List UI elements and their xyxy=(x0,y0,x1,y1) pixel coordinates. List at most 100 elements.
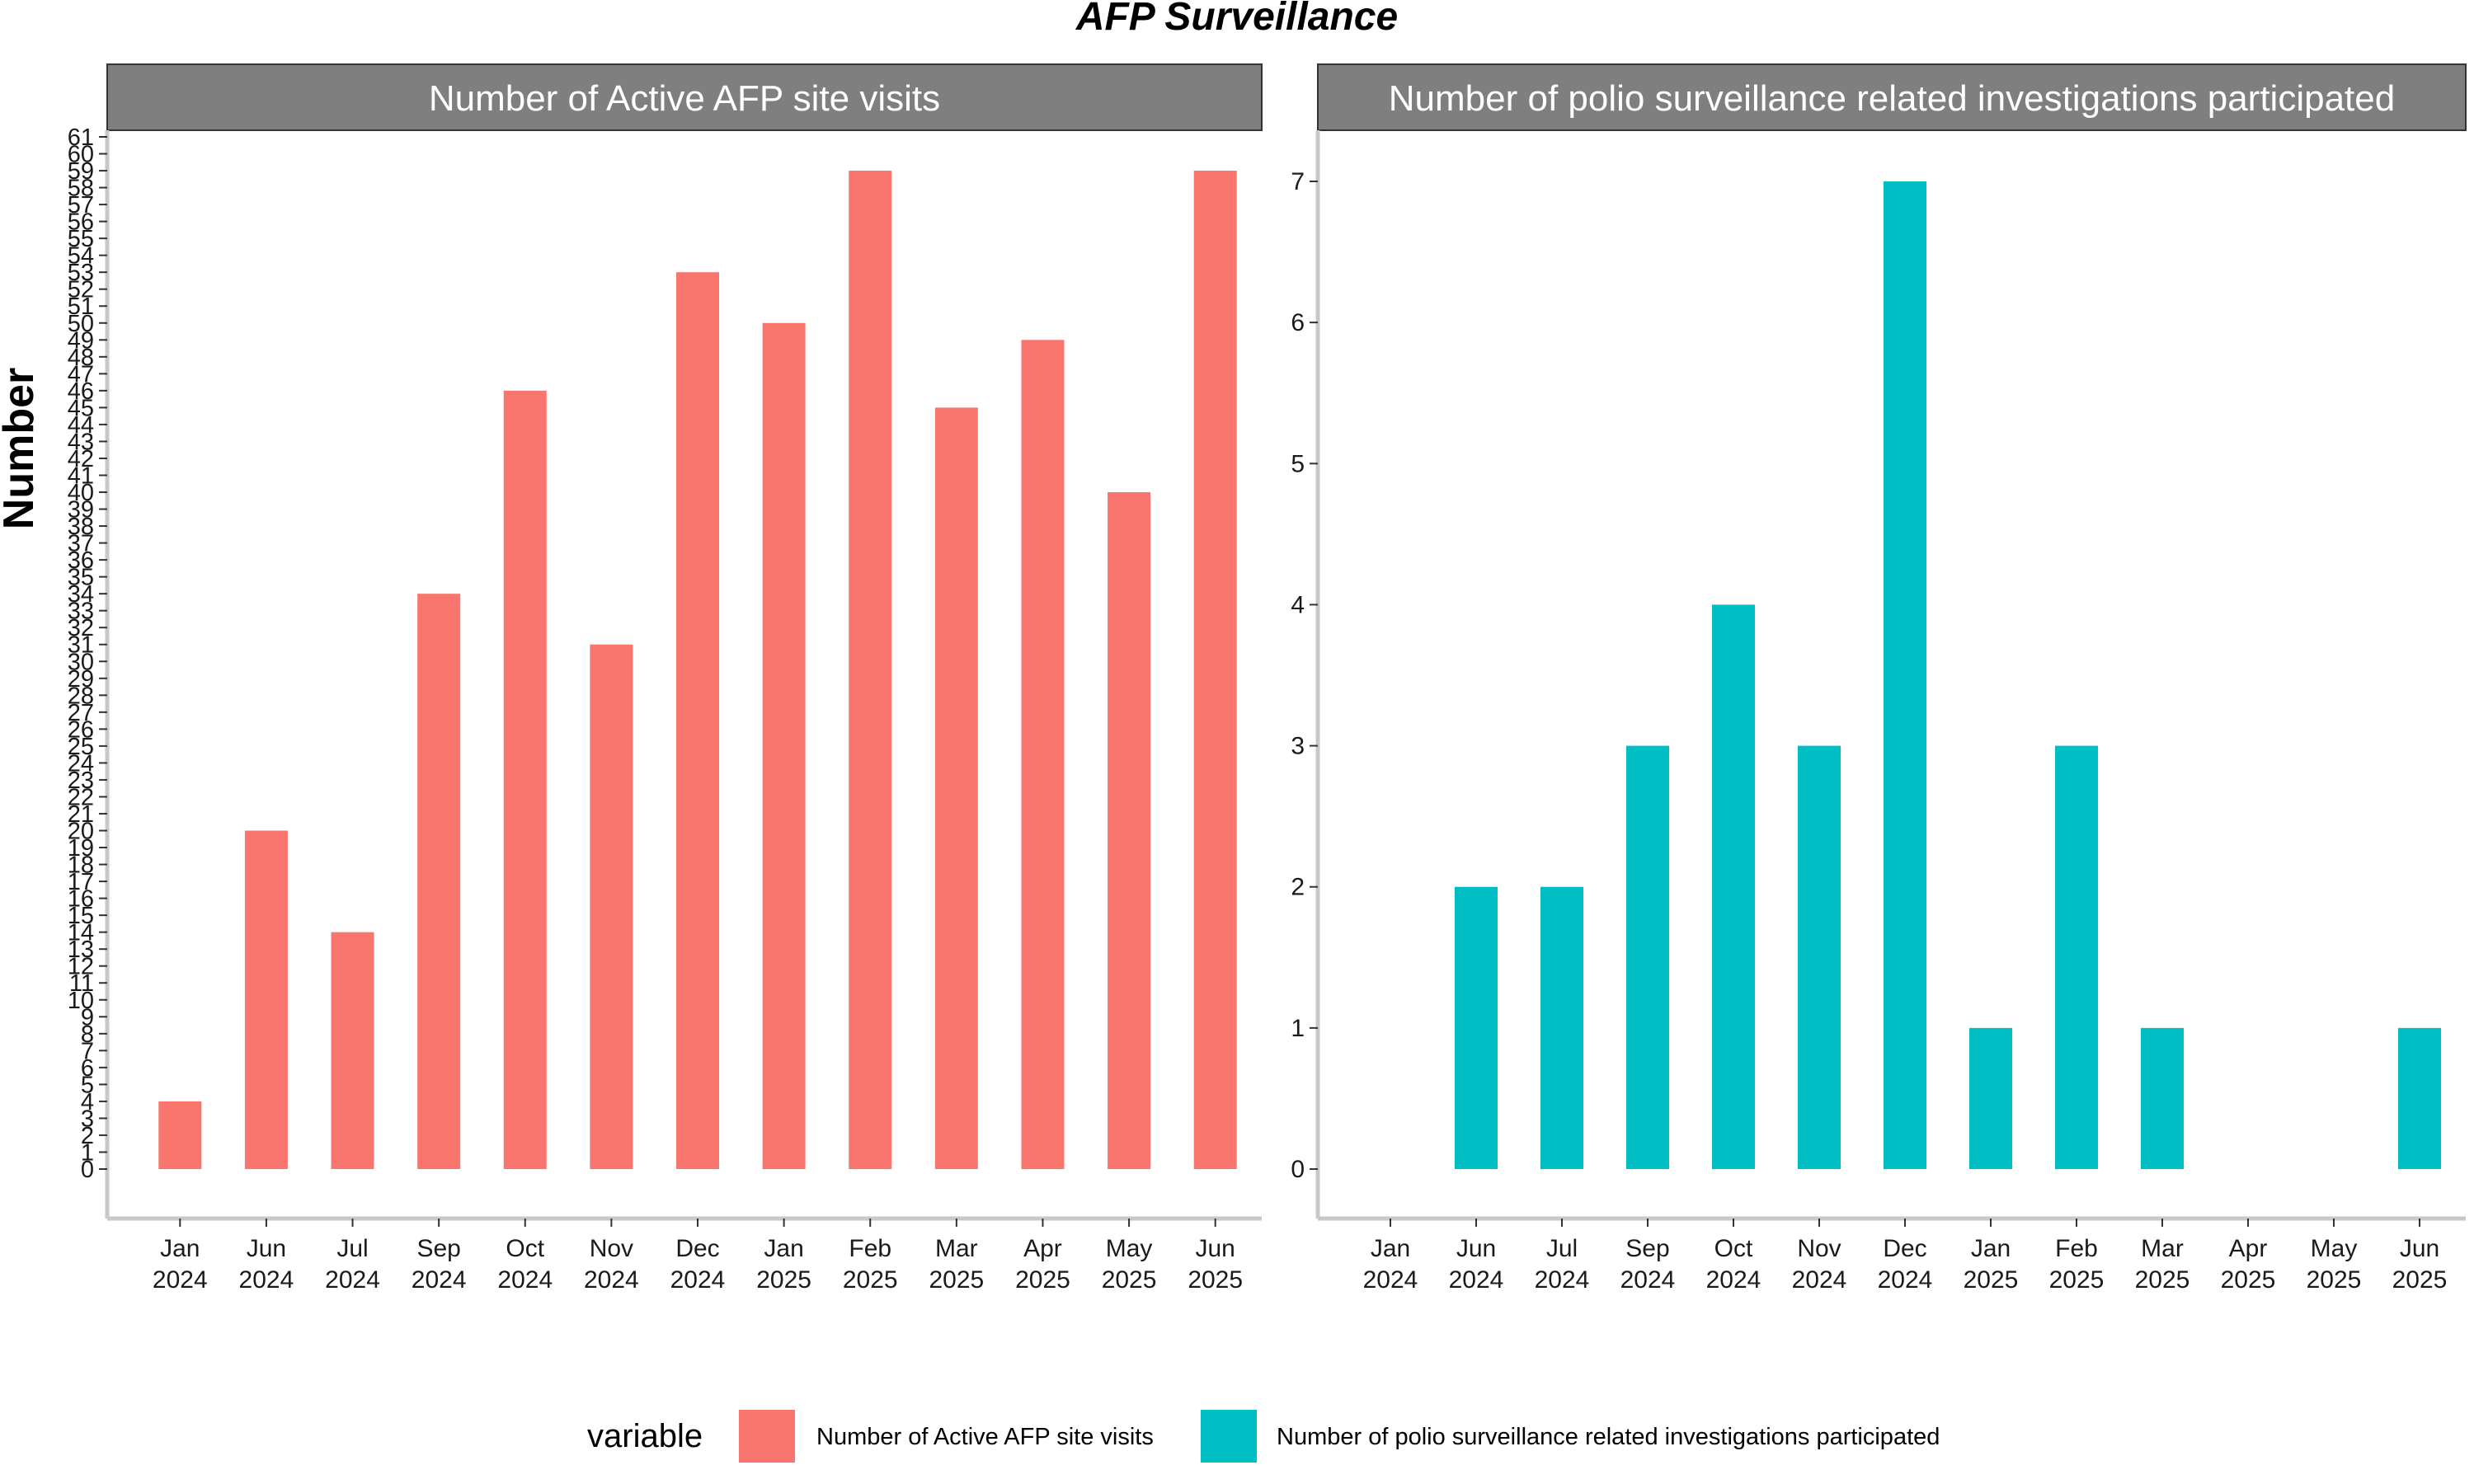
panel-strip-label: Number of Active AFP site visits xyxy=(429,78,940,119)
y-tick-label: 3 xyxy=(81,1106,94,1132)
y-tick-label: 47 xyxy=(68,361,94,387)
y-tick-label: 44 xyxy=(68,412,94,439)
bar-nov-2024 xyxy=(590,644,633,1169)
x-tick-label-month: Feb xyxy=(849,1235,891,1262)
y-tick-label: 5 xyxy=(1291,450,1305,477)
bar-apr-2025 xyxy=(1021,340,1065,1170)
bar-jun-2024 xyxy=(244,830,288,1169)
x-tick-label-year: 2025 xyxy=(2307,1266,2362,1294)
y-tick-label: 7 xyxy=(81,1038,94,1064)
x-tick-label-year: 2025 xyxy=(756,1266,811,1294)
y-tick-label: 2 xyxy=(81,1123,94,1149)
x-tick-label-year: 2024 xyxy=(153,1266,208,1294)
x-tick-label-month: Jun xyxy=(1196,1235,1235,1262)
bar-sep-2024 xyxy=(1626,745,1669,1169)
y-tick-label: 29 xyxy=(68,666,94,693)
y-tick-label: 57 xyxy=(68,192,94,218)
legend: variable Number of Active AFP site visit… xyxy=(587,1410,1940,1463)
bar-dec-2024 xyxy=(1884,181,1926,1169)
y-tick-label: 18 xyxy=(68,852,94,879)
bar-jun-2024 xyxy=(1455,886,1498,1169)
x-tick-label-month: Jan xyxy=(160,1235,200,1262)
y-tick-label: 33 xyxy=(68,599,94,625)
bar-jan-2024 xyxy=(158,1101,202,1169)
y-tick-label: 22 xyxy=(68,784,94,810)
bar-jun-2025 xyxy=(2398,1027,2441,1169)
x-tick-label-month: May xyxy=(1106,1235,1153,1262)
y-tick-label: 13 xyxy=(68,937,94,963)
y-tick-label: 52 xyxy=(68,277,94,303)
x-tick-label-month: Feb xyxy=(2055,1235,2098,1262)
y-tick-label: 32 xyxy=(68,615,94,641)
y-tick-label: 10 xyxy=(68,988,94,1014)
x-tick-label-year: 2024 xyxy=(239,1266,294,1294)
x-tick-label-month: Jul xyxy=(1546,1235,1578,1262)
bar-oct-2024 xyxy=(503,390,547,1169)
y-tick-label: 9 xyxy=(81,1004,94,1031)
x-tick-label-year: 2024 xyxy=(584,1266,639,1294)
y-tick-label: 8 xyxy=(81,1021,94,1048)
y-tick-label: 55 xyxy=(68,226,94,252)
y-tick-label: 49 xyxy=(68,327,94,354)
y-tick-label: 38 xyxy=(68,514,94,540)
legend-label-polio-investigations: Number of polio surveillance related inv… xyxy=(1277,1424,1940,1450)
x-tick-label-month: Oct xyxy=(1714,1235,1753,1262)
bar-jul-2024 xyxy=(1540,886,1583,1169)
x-tick-label-month: Jul xyxy=(336,1235,368,1262)
x-tick-label-year: 2025 xyxy=(1015,1266,1070,1294)
y-tick-label: 46 xyxy=(68,378,94,405)
x-tick-label-year: 2025 xyxy=(2221,1266,2276,1294)
y-tick-label: 58 xyxy=(68,176,94,202)
y-tick-label: 2 xyxy=(1291,874,1305,901)
y-tick-label: 14 xyxy=(68,920,94,946)
panel-strip xyxy=(106,63,1263,131)
y-tick-label: 6 xyxy=(1291,309,1305,336)
y-tick-label: 40 xyxy=(68,480,94,506)
y-tick-label: 1 xyxy=(81,1139,94,1166)
y-tick-label: 30 xyxy=(68,649,94,675)
x-tick-label-month: Jan xyxy=(1371,1235,1410,1262)
bar-jan-2025 xyxy=(1969,1027,2012,1169)
x-tick-label-month: Dec xyxy=(1883,1235,1926,1262)
y-tick-label: 34 xyxy=(68,581,94,608)
bar-jan-2025 xyxy=(762,322,806,1169)
y-tick-label: 35 xyxy=(68,565,94,591)
y-tick-label: 4 xyxy=(1291,591,1305,618)
y-tick-label: 59 xyxy=(68,158,94,185)
y-tick-label: 53 xyxy=(68,260,94,286)
panel-active-afp-site-visits: Number of Active AFP site visits01234567… xyxy=(68,63,1263,1294)
y-tick-label: 7 xyxy=(1291,168,1305,195)
x-tick-label-year: 2024 xyxy=(1363,1266,1418,1294)
y-axis-label: Number xyxy=(0,368,43,529)
y-tick-label: 50 xyxy=(68,311,94,337)
y-tick-label: 43 xyxy=(68,429,94,455)
bar-jul-2024 xyxy=(331,932,374,1169)
y-tick-label: 19 xyxy=(68,835,94,862)
bar-oct-2024 xyxy=(1712,604,1755,1169)
x-tick-label-month: Mar xyxy=(2141,1235,2184,1262)
bar-mar-2025 xyxy=(2141,1027,2184,1169)
x-tick-label-year: 2024 xyxy=(325,1266,380,1294)
x-tick-label-year: 2025 xyxy=(929,1266,984,1294)
y-tick-label: 60 xyxy=(68,142,94,168)
x-tick-label-month: May xyxy=(2311,1235,2358,1262)
x-tick-label-month: Jun xyxy=(247,1235,286,1262)
chart-title: AFP Surveillance xyxy=(1075,0,1398,39)
y-tick-label: 24 xyxy=(68,750,94,777)
y-tick-label: 0 xyxy=(1291,1156,1305,1183)
y-tick-label: 5 xyxy=(81,1072,94,1098)
bar-sep-2024 xyxy=(417,594,461,1169)
x-tick-label-year: 2025 xyxy=(1964,1266,2019,1294)
y-tick-label: 21 xyxy=(68,801,94,828)
y-tick-label: 16 xyxy=(68,886,94,913)
x-tick-label-month: Jan xyxy=(764,1235,803,1262)
bar-jun-2025 xyxy=(1193,171,1237,1169)
y-tick-label: 45 xyxy=(68,395,94,421)
panel-polio-investigations: Number of polio surveillance related inv… xyxy=(1291,63,2467,1294)
y-tick-label: 56 xyxy=(68,209,94,236)
x-tick-label-month: Jun xyxy=(2400,1235,2439,1262)
y-tick-label: 1 xyxy=(1291,1015,1305,1042)
x-tick-label-month: Jun xyxy=(1456,1235,1496,1262)
bar-feb-2025 xyxy=(849,171,892,1169)
